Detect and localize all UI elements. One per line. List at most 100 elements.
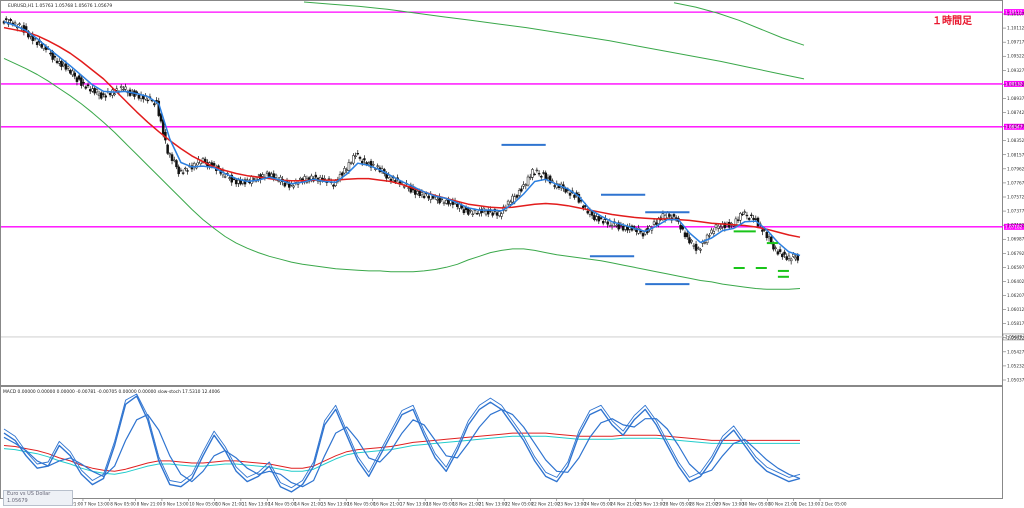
candle-body-355	[787, 255, 791, 259]
candle-body-76	[170, 154, 174, 161]
candle-body-338	[750, 214, 753, 217]
candle-body-315	[699, 249, 702, 251]
candle-body-55	[124, 86, 127, 90]
candle-body-95	[212, 163, 216, 166]
candle-body-186	[414, 189, 417, 195]
time-tick-label-26: 28 Nov 21:00	[689, 502, 718, 507]
candle-body-349	[774, 247, 777, 249]
candle-body-162	[360, 160, 364, 164]
candle-body-308	[683, 232, 687, 238]
overlay-price: 1.05679	[7, 498, 28, 504]
candle-body-205	[456, 203, 459, 207]
candle-body-5	[13, 22, 17, 25]
candle-body-65	[146, 99, 149, 102]
candle-body-301	[668, 214, 671, 217]
candle-body-239	[531, 169, 534, 178]
price-tick-label-16: 1.06987	[1007, 237, 1024, 242]
time-tick-label-18: 21 Nov 13:00	[479, 502, 508, 507]
candle-body-309	[685, 232, 689, 238]
candle-body-158	[352, 155, 355, 164]
candle-body-289	[641, 233, 645, 237]
price-tick-label-10: 1.08157	[1007, 152, 1024, 157]
candle-body-145	[323, 178, 326, 180]
candle-body-334	[741, 213, 744, 216]
candle-body-333	[739, 213, 742, 221]
candle-body-113	[252, 178, 256, 180]
candle-body-317	[703, 242, 707, 244]
candle-body-319	[708, 235, 711, 237]
candle-body-165	[367, 162, 371, 165]
time-tick-label-12: 15 Nov 13:00	[321, 502, 350, 507]
candle-body-34	[77, 75, 81, 80]
time-tick-label-6: 9 Nov 13:00	[163, 502, 189, 507]
candle-body-40	[91, 88, 94, 92]
candle-body-279	[619, 224, 623, 227]
candle-body-214	[475, 213, 479, 215]
candle-body-187	[416, 191, 419, 195]
price-pane-frame	[0, 0, 1003, 386]
envelope-lower-line	[3, 57, 801, 290]
candle-body-139	[310, 175, 313, 180]
price-tick-label-12: 1.07767	[1007, 180, 1024, 185]
time-tick-label-4: 8 Nov 05:00	[110, 502, 136, 507]
candle-body-127	[283, 182, 287, 187]
candle-body-311	[690, 240, 693, 243]
stoch-cyan-line	[3, 435, 800, 475]
price-tick-label-3: 1.09522	[1007, 54, 1024, 59]
candle-body-200	[444, 199, 448, 204]
candle-body-233	[517, 190, 521, 196]
candle-body-50	[113, 93, 116, 96]
level-price-label-2: 1.09132	[1005, 81, 1023, 86]
time-tick-label-20: 22 Nov 21:00	[531, 502, 560, 507]
level-price-label-3: 1.08547	[1005, 124, 1023, 129]
price-tick-label-19: 1.06402	[1007, 279, 1024, 284]
chart-symbol-info: EURUSD,H1 1.05763 1.05768 1.05676 1.0567…	[8, 3, 112, 9]
candle-body-12	[29, 34, 32, 37]
candle-body-256	[568, 192, 572, 196]
candle-body-244	[542, 172, 545, 174]
price-tick-label-8: 1.08547	[1007, 124, 1024, 129]
candle-body-295	[655, 222, 658, 225]
candle-body-246	[546, 177, 550, 179]
candle-body-155	[345, 169, 348, 171]
candle-body-45	[102, 93, 105, 95]
candle-body-188	[418, 190, 421, 196]
candle-body-273	[606, 221, 609, 225]
candle-body-43	[97, 93, 101, 96]
candle-body-163	[363, 158, 366, 161]
candle-body-350	[776, 251, 780, 255]
candle-body-167	[372, 163, 375, 166]
candle-body-32	[73, 72, 77, 77]
price-tick-label-0: 1.10107	[1007, 12, 1024, 17]
price-tick-label-2: 1.09717	[1007, 40, 1024, 45]
candle-body-321	[712, 231, 716, 234]
time-tick-label-5: 8 Nov 21:00	[137, 502, 163, 507]
candle-body-196	[436, 199, 439, 201]
candle-body-212	[471, 213, 475, 215]
candle-body-100	[223, 176, 227, 178]
level-price-tag-2	[1004, 80, 1024, 87]
candle-body-42	[95, 89, 99, 93]
price-tick-label-5: 1.09132	[1007, 82, 1024, 87]
time-tick-label-28: 30 Nov 05:00	[742, 502, 771, 507]
candle-body-345	[765, 231, 769, 238]
candle-body-320	[710, 229, 713, 234]
candle-body-30	[69, 69, 72, 74]
candle-body-119	[265, 171, 269, 174]
candle-body-358	[794, 257, 797, 260]
candle-body-103	[230, 174, 233, 183]
candle-body-36	[82, 82, 85, 84]
price-tick-label-24: 1.05427	[1007, 349, 1024, 354]
time-tick-label-17: 18 Nov 21:00	[452, 502, 481, 507]
price-tick-label-13: 1.07572	[1007, 195, 1024, 200]
candle-body-29	[66, 66, 70, 69]
time-tick-label-11: 14 Nov 21:00	[295, 502, 324, 507]
time-tick-label-30: 1 Dec 13:00	[795, 502, 821, 507]
candle-body-280	[621, 225, 625, 231]
candle-body-243	[540, 176, 543, 178]
stochastic-oscillator	[3, 393, 801, 493]
price-tick-label-25: 1.05232	[1007, 363, 1024, 368]
price-tick-label-20: 1.06207	[1007, 293, 1024, 298]
candle-body-340	[754, 218, 758, 220]
candle-body-7	[18, 23, 21, 25]
